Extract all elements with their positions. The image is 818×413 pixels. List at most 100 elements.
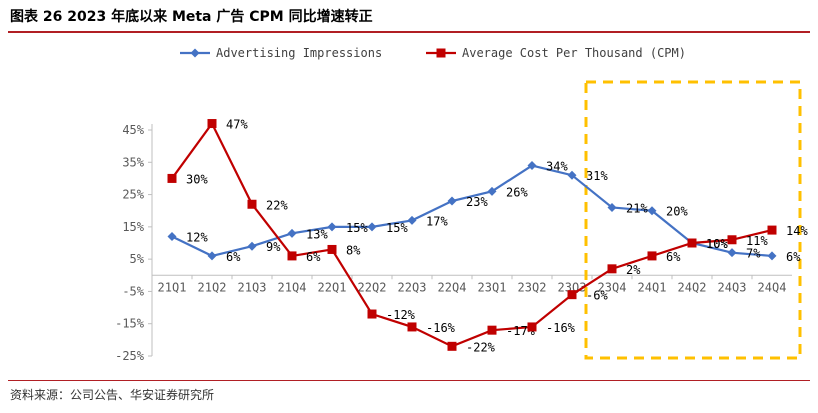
impressions-data-label: 7% [746,247,761,261]
y-tick-label: 45% [122,123,144,137]
cpm-data-label: 22% [266,198,288,212]
cpm-line [171,121,773,348]
impressions-point [527,161,537,171]
impressions-point [247,241,257,251]
series-layer: 12% 6% 9% 13% 15% 15% 17% 23% 26% 34% 31% 21% 20% 10%… [167,118,808,354]
impressions-point [167,232,177,242]
cpm-point [727,235,737,245]
impressions-data-label: 6% [786,250,801,264]
line-chart: 45% 35% 25% 15% 5% -5% -15% -25% 21Q1 21Q2 21Q3 21Q… [115,46,808,363]
impressions-point [207,251,217,261]
impressions-point [567,170,577,180]
impressions-point [767,251,777,261]
impressions-data-label: 26% [506,185,528,199]
cpm-data-label: 6% [666,250,681,264]
impressions-point [407,215,417,225]
x-tick-label: 21Q1 [158,280,187,294]
legend-label: Average Cost Per Thousand (CPM) [462,46,686,60]
impressions-line [171,164,773,258]
cpm-point [647,251,657,261]
x-tick-label: 22Q1 [318,280,347,294]
y-tick-label: -5% [122,284,144,298]
cpm-data-label: 8% [346,243,361,257]
y-tick-label: -15% [115,317,145,331]
cpm-data-label: -6% [586,289,608,303]
chart-title: 图表 26 2023 年底以来 Meta 广告 CPM 同比增速转正 [10,9,373,25]
y-tick-label: 35% [122,155,144,169]
x-tick-label: 24Q3 [718,280,747,294]
impressions-data-label: 9% [266,240,281,254]
impressions-point [327,222,337,232]
impressions-data-label: 15% [386,221,408,235]
x-tick-label: 23Q4 [598,280,627,294]
highlight-box [584,80,802,360]
cpm-point [247,199,257,209]
impressions-data-label: 12% [186,231,208,245]
cpm-data-label: -16% [546,321,576,335]
cpm-data-label: 2% [626,263,641,277]
cpm-data-label: 10% [706,237,728,251]
cpm-data-label: 6% [306,250,321,264]
impressions-data-label: 23% [466,195,488,209]
cpm-data-label: 14% [786,224,808,238]
impressions-point [607,202,617,212]
x-tick-label: 22Q4 [438,280,467,294]
cpm-point [527,322,537,332]
impressions-data-label: 20% [666,205,688,219]
x-tick-label: 21Q2 [198,280,227,294]
impressions-data-label: 15% [346,221,368,235]
x-tick-label: 22Q3 [398,280,427,294]
impressions-point [647,206,657,216]
x-tick-label: 21Q3 [238,280,267,294]
y-tick-label: -25% [115,349,145,363]
impressions-data-label: 17% [426,214,448,228]
cpm-point [327,244,337,254]
x-tick-label: 23Q1 [478,280,507,294]
axes: 45% 35% 25% 15% 5% -5% -15% -25% 21Q1 21Q2 21Q3 21Q… [115,123,792,363]
cpm-point [767,225,777,235]
cpm-point [287,251,297,261]
title-divider [8,31,810,33]
impressions-data-label: 13% [306,227,328,241]
impressions-data-label: 34% [546,160,568,174]
legend-diamond-marker [190,48,200,58]
cpm-point [367,309,377,319]
cpm-data-label: -12% [386,308,416,322]
cpm-point [607,264,617,274]
cpm-data-label: 30% [186,172,208,186]
x-tick-label: 24Q4 [758,280,787,294]
cpm-data-label: 47% [226,118,248,132]
cpm-point [207,119,217,129]
impressions-point [727,248,737,258]
cpm-point [167,173,177,183]
legend-label: Advertising Impressions [216,46,382,60]
x-tick-label: 22Q2 [358,280,387,294]
x-tick-label: 21Q4 [278,280,307,294]
cpm-point [407,322,417,332]
impressions-data-label: 31% [586,169,608,183]
cpm-data-label: -16% [426,321,456,335]
highlight-region [584,80,802,360]
impressions-data-label: 21% [626,201,648,215]
cpm-point [687,238,697,248]
cpm-point [447,341,457,351]
cpm-data-label: 11% [746,234,768,248]
source-note: 资料来源：公司公告、华安证券研究所 [10,388,215,402]
cpm-data-label: -22% [466,340,496,354]
legend: Advertising Impressions Average Cost Per … [180,46,686,60]
impressions-point [487,186,497,196]
legend-square-marker [436,48,446,58]
cpm-point [567,290,577,300]
y-tick-label: 5% [130,252,145,266]
y-tick-label: 25% [122,188,144,202]
x-tick-label: 23Q2 [518,280,547,294]
impressions-point [367,222,377,232]
y-tick-label: 15% [122,220,144,234]
x-tick-label: 24Q1 [638,280,667,294]
impressions-point [287,228,297,238]
impressions-point [447,196,457,206]
x-tick-label: 24Q2 [678,280,707,294]
impressions-data-label: 6% [226,250,241,264]
footer-divider [8,380,810,381]
cpm-point [487,325,497,335]
